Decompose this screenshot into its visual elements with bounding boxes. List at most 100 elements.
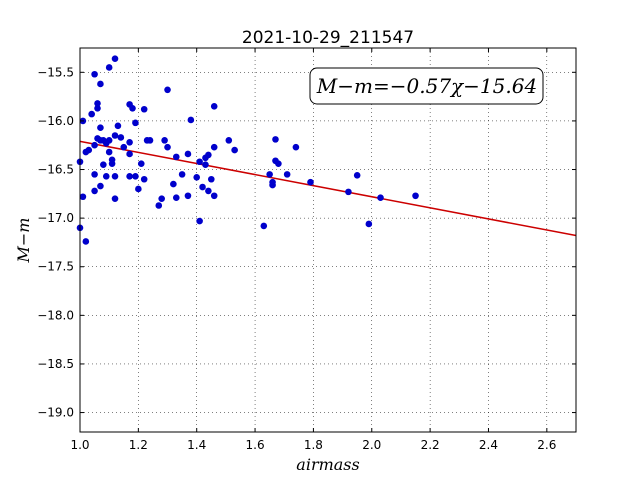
x-tick-label: 1.2 <box>129 438 148 452</box>
data-point <box>210 103 218 110</box>
data-point <box>85 146 93 154</box>
data-point <box>161 137 168 144</box>
data-point <box>283 171 291 178</box>
fit-annotation-frame <box>309 67 544 105</box>
y-tick-label: −16.5 <box>37 163 74 177</box>
fit-line-layer <box>79 140 577 237</box>
data-point <box>91 187 98 195</box>
data-point <box>137 160 145 167</box>
data-point <box>196 217 203 225</box>
data-point <box>260 222 268 230</box>
data-point <box>126 138 133 146</box>
data-point <box>105 64 113 71</box>
y-tick-label: −19.0 <box>37 406 74 420</box>
data-point <box>365 220 373 228</box>
axis-tick-labels: 1.0 1.2 1.4 1.6 1.8 2.0 2.2 2.4 2.6 −15.5 −16.0 −16… <box>37 65 556 452</box>
axis-ticks <box>79 48 576 432</box>
data-point <box>272 136 279 143</box>
data-point <box>158 195 165 202</box>
data-point <box>111 55 119 62</box>
data-point <box>135 185 142 193</box>
data-point <box>345 188 352 196</box>
data-point <box>132 119 139 127</box>
data-point <box>170 180 177 188</box>
x-tick-label: 2.0 <box>362 438 381 452</box>
data-point <box>126 150 133 158</box>
data-point <box>225 137 233 144</box>
data-point <box>164 143 171 151</box>
data-point <box>126 173 133 180</box>
data-point <box>202 161 209 168</box>
data-point <box>193 173 201 181</box>
data-point <box>120 143 128 151</box>
x-tick-label: 1.4 <box>187 438 206 452</box>
fit-line <box>79 140 577 237</box>
data-point <box>207 175 215 183</box>
data-point <box>94 104 101 112</box>
data-point <box>275 160 282 167</box>
data-point <box>117 134 125 141</box>
data-point <box>111 173 119 180</box>
data-point <box>91 70 98 78</box>
data-point <box>114 122 122 130</box>
x-tick-label: 2.6 <box>537 438 556 452</box>
data-point <box>199 183 206 191</box>
data-point <box>292 143 300 151</box>
data-point <box>146 137 154 144</box>
x-tick-label: 1.8 <box>304 438 323 452</box>
data-point <box>172 194 180 202</box>
data-point <box>164 86 171 94</box>
y-tick-label: −18.5 <box>37 357 74 371</box>
fit-equation-label: M−m=−0.57χ−15.64 <box>316 74 537 98</box>
x-tick-label: 2.4 <box>479 438 498 452</box>
data-point <box>82 238 90 245</box>
x-tick-label: 1.0 <box>70 438 89 452</box>
data-point <box>210 143 218 151</box>
y-tick-label: −15.5 <box>37 65 74 79</box>
data-point <box>88 110 95 118</box>
data-point <box>184 192 192 200</box>
data-point <box>184 150 192 158</box>
y-tick-label: −16.0 <box>37 114 74 128</box>
data-point <box>266 171 273 178</box>
y-tick-label: −17.0 <box>37 211 74 225</box>
data-point <box>269 181 276 189</box>
x-tick-label: 2.2 <box>421 438 440 452</box>
plot-frame <box>79 47 577 433</box>
data-point <box>111 195 119 202</box>
data-point <box>91 141 98 149</box>
data-point <box>102 173 110 180</box>
fit-annotation-box: M−m=−0.57χ−15.64 <box>309 67 544 105</box>
data-point <box>307 178 314 186</box>
data-point <box>353 172 361 179</box>
data-point <box>97 80 104 88</box>
data-point <box>155 202 163 209</box>
data-point <box>205 187 212 195</box>
data-point <box>129 104 136 112</box>
data-points <box>76 55 419 245</box>
chart-title: 2021-10-29_211547 <box>242 28 414 48</box>
data-point <box>140 105 148 113</box>
data-point <box>100 161 107 168</box>
data-point <box>210 192 218 200</box>
data-point <box>91 171 98 178</box>
x-tick-label: 1.6 <box>246 438 265 452</box>
data-point <box>97 182 104 190</box>
data-point <box>196 158 203 166</box>
data-point <box>97 124 104 132</box>
y-axis-label: M−m <box>14 218 33 264</box>
data-point <box>105 148 113 156</box>
data-point <box>132 173 139 180</box>
data-point <box>205 151 212 159</box>
data-point <box>178 171 186 178</box>
data-point <box>140 175 148 183</box>
data-point <box>377 194 384 202</box>
data-point <box>79 193 87 201</box>
data-point <box>231 146 238 154</box>
y-tick-label: −18.0 <box>37 308 74 322</box>
x-axis-label: airmass <box>296 455 359 474</box>
y-tick-label: −17.5 <box>37 260 74 274</box>
data-point <box>105 137 113 144</box>
data-point <box>94 100 101 107</box>
